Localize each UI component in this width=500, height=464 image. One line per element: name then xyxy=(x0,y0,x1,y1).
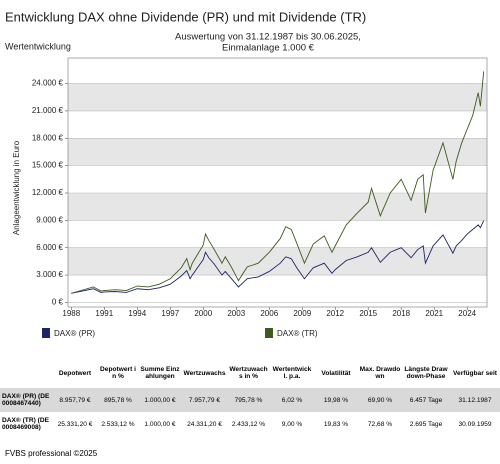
table-cell: 2.533,12 % xyxy=(101,420,135,428)
x-tick-label: 2003 xyxy=(227,309,245,318)
header-cell: Wertzuwachs in % xyxy=(229,366,268,380)
x-tick-label: 2012 xyxy=(326,309,344,318)
header-cell: Max. Drawdown xyxy=(359,366,401,380)
header-cell xyxy=(0,358,52,388)
legend-swatch xyxy=(42,328,50,338)
header-cell: Depotwert in % xyxy=(100,366,136,380)
x-tick-label: 2006 xyxy=(260,309,278,318)
header-cell: Längste Drawdown-Phase xyxy=(404,366,448,380)
table-cell: 72,68 % xyxy=(367,420,393,428)
y-tick-label: 9.000 € xyxy=(36,215,63,224)
section-label: Wertentwicklung xyxy=(5,41,71,51)
chart-title: Entwicklung DAX ohne Dividende (PR) und … xyxy=(5,9,366,24)
line-series xyxy=(71,71,485,294)
table-row: DAX® (TR) (DE0008469008) 25.331,20 € 2.533… xyxy=(0,412,500,436)
y-tick-label: 6.000 € xyxy=(36,243,63,252)
table-cell: DAX® (PR) (DE0008467440) xyxy=(0,388,52,412)
table-cell: 6,02 % xyxy=(270,388,314,412)
table-cell: 69,90 % xyxy=(358,388,402,412)
legend-label: DAX® (PR) xyxy=(54,329,95,338)
table-cell: 6.457 Tage xyxy=(402,388,450,412)
table-cell: 30.09.1959 xyxy=(458,420,492,428)
x-tick-label: 1997 xyxy=(161,309,179,318)
footer: FVBS professional ©2025 xyxy=(5,449,98,458)
table-row: DAX® (PR) (DE0008467440) 8.957,79 €895,78… xyxy=(0,388,500,412)
x-tick-label: 2024 xyxy=(458,309,476,318)
line-series xyxy=(71,220,485,294)
y-tick-label: 0 € xyxy=(52,298,64,307)
table-cell: 25.331,20 € xyxy=(57,420,93,428)
subtitle: Einmalanlage 1.000 € xyxy=(222,43,315,54)
x-tick-label: 1988 xyxy=(62,309,80,318)
table-cell: 7.957,79 € xyxy=(182,388,227,412)
x-tick-label: 2018 xyxy=(392,309,410,318)
legend-swatch xyxy=(265,328,273,338)
table-cell: 19,83 % xyxy=(323,420,349,428)
y-tick-label: 24.000 € xyxy=(32,79,64,88)
x-tick-label: 1991 xyxy=(95,309,113,318)
header-cell: Depotwert xyxy=(58,369,92,377)
y-axis-label: Anlageentwicklung in Euro xyxy=(12,140,21,235)
x-tick-label: 2015 xyxy=(359,309,377,318)
table-cell: 895,78 % xyxy=(98,388,138,412)
table-cell: 24.331,20 € xyxy=(187,420,222,428)
y-tick-label: 21.000 € xyxy=(32,106,64,115)
header-cell: Volatilität xyxy=(321,369,351,377)
y-tick-label: 15.000 € xyxy=(32,161,64,170)
header-row: Depotwert Depotwert in % Summe Einzahlunge… xyxy=(0,358,500,388)
y-tick-label: 18.000 € xyxy=(32,133,64,142)
table-cell: 31.12.1987 xyxy=(450,388,500,412)
legend-label: DAX® (TR) xyxy=(277,329,318,338)
x-tick-label: 1994 xyxy=(128,309,146,318)
x-tick-label: 2009 xyxy=(293,309,311,318)
header-cell: Summe Einzahlungen xyxy=(140,366,180,380)
y-tick-label: 3.000 € xyxy=(36,270,63,279)
grid-band xyxy=(68,247,487,276)
chart: Entwicklung DAX ohne Dividende (PR) und … xyxy=(5,9,488,338)
table-cell: 1.000,00 € xyxy=(138,388,182,412)
table-cell: 795,78 % xyxy=(227,388,270,412)
x-tick-label: 2000 xyxy=(194,309,212,318)
table-cell: 9,00 % xyxy=(281,420,303,428)
summary-table: Depotwert Depotwert in % Summe Einzahlunge… xyxy=(0,358,500,436)
table-cell: 2.433,12 % xyxy=(231,420,266,428)
table-cell: 2.695 Tage xyxy=(409,420,443,428)
table-cell: 8.957,79 € xyxy=(52,388,98,412)
header-cell: Verfügbar seit xyxy=(453,369,497,377)
grid-band xyxy=(68,83,487,111)
x-tick-label: 2021 xyxy=(425,309,443,318)
grid-band xyxy=(68,192,487,221)
table-cell: 19,98 % xyxy=(314,388,358,412)
header-cell: Wertentwickl. p.a. xyxy=(272,366,312,380)
y-tick-label: 12.000 € xyxy=(32,188,64,197)
grid-band xyxy=(68,138,487,166)
subtitle: Auswertung von 31.12.1987 bis 30.06.2025… xyxy=(175,32,361,43)
table-cell: DAX® (TR) (DE0008469008) xyxy=(2,417,49,431)
plot-frame xyxy=(67,57,488,308)
table-cell: 1.000,00 € xyxy=(144,420,176,428)
header-cell: Wertzuwachs xyxy=(183,369,226,377)
